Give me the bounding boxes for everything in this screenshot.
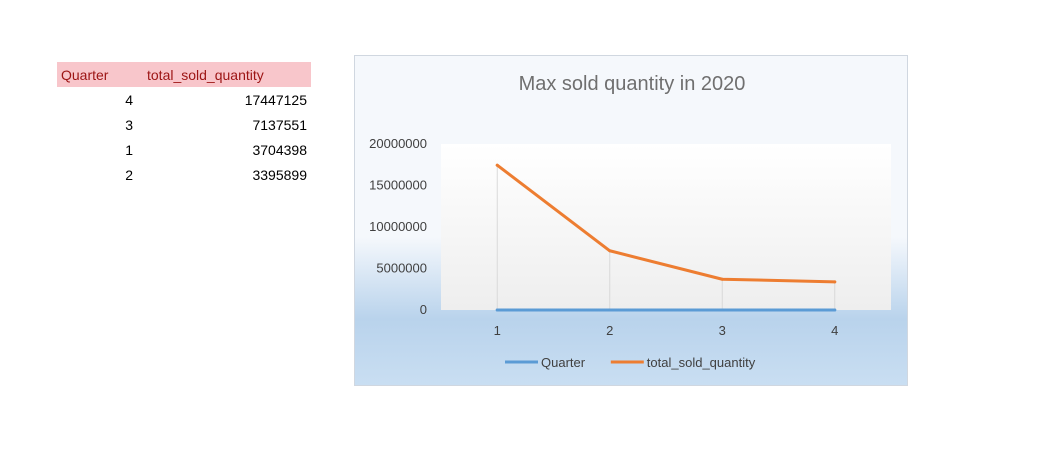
line-chart: Max sold quantity in 2020 0 5000000 100000… [369, 73, 891, 370]
x-tick-label: 4 [831, 323, 838, 338]
table-row: 2 3395899 [57, 162, 311, 187]
cell-total-sold-quantity[interactable]: 3704398 [252, 141, 307, 158]
data-point[interactable] [608, 249, 612, 253]
x-tick-label: 2 [606, 323, 613, 338]
data-point[interactable] [833, 280, 837, 284]
series-line-total-sold-quantity[interactable] [495, 163, 837, 284]
cell-quarter[interactable]: 1 [125, 141, 133, 158]
header-quarter[interactable]: Quarter [57, 62, 137, 87]
chart-area[interactable]: Max sold quantity in 2020 0 5000000 100000… [354, 55, 908, 386]
data-point[interactable] [720, 308, 724, 312]
plot-area [441, 144, 891, 310]
data-point[interactable] [608, 308, 612, 312]
y-tick-label: 0 [420, 302, 427, 317]
x-tick-label: 1 [494, 323, 501, 338]
header-total-sold-quantity[interactable]: total_sold_quantity [137, 62, 311, 87]
x-tick-label: 3 [719, 323, 726, 338]
cell-quarter[interactable]: 3 [125, 116, 133, 133]
data-point[interactable] [495, 163, 499, 167]
table-row: 3 7137551 [57, 112, 311, 137]
data-point[interactable] [495, 308, 499, 312]
data-point[interactable] [833, 308, 837, 312]
y-tick-label: 15000000 [369, 178, 427, 193]
y-tick-label: 20000000 [369, 136, 427, 151]
table-header-row: Quarter total_sold_quantity [57, 62, 311, 87]
legend-label: Quarter [541, 355, 586, 370]
chart-title: Max sold quantity in 2020 [519, 73, 746, 95]
table-row: 4 17447125 [57, 87, 311, 112]
cell-total-sold-quantity[interactable]: 17447125 [244, 91, 307, 108]
data-point[interactable] [720, 277, 724, 281]
y-tick-label: 10000000 [369, 219, 427, 234]
table-row: 1 3704398 [57, 137, 311, 162]
y-tick-label: 5000000 [376, 261, 427, 276]
cell-quarter[interactable]: 2 [125, 166, 133, 183]
legend-label: total_sold_quantity [647, 355, 756, 370]
data-table: Quarter total_sold_quantity 4 17447125 3… [57, 62, 311, 187]
cell-total-sold-quantity[interactable]: 7137551 [252, 116, 307, 133]
cell-total-sold-quantity[interactable]: 3395899 [252, 166, 307, 183]
cell-quarter[interactable]: 4 [125, 91, 133, 108]
